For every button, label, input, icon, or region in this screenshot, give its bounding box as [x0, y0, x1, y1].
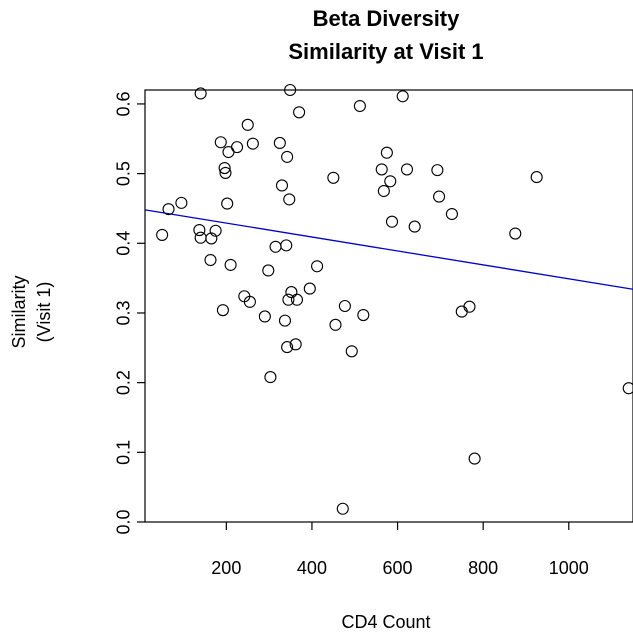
- x-tick-label: 600: [383, 558, 413, 578]
- data-point: [194, 231, 207, 244]
- x-tick-label: 200: [211, 558, 241, 578]
- data-point: [258, 310, 271, 323]
- data-point: [530, 171, 543, 184]
- data-point: [193, 224, 206, 237]
- data-point: [293, 106, 306, 119]
- data-point: [455, 305, 468, 318]
- y-tick-label: 0.4: [113, 231, 133, 256]
- data-point: [357, 309, 370, 322]
- y-tick-label: 0.3: [113, 300, 133, 325]
- data-point: [338, 299, 351, 313]
- x-axis-title: CD4 Count: [341, 612, 430, 632]
- data-point: [224, 258, 237, 271]
- y-tick-label: 0.1: [113, 440, 133, 465]
- data-point: [175, 196, 188, 209]
- data-point: [230, 141, 244, 154]
- data-point: [241, 118, 254, 131]
- data-point: [275, 179, 289, 192]
- data-point: [281, 341, 294, 354]
- data-point: [262, 264, 275, 277]
- data-point: [384, 175, 397, 188]
- data-point: [216, 304, 229, 317]
- data-point: [375, 163, 388, 176]
- data-point: [214, 136, 227, 149]
- data-point: [385, 215, 399, 228]
- regression-line: [144, 209, 633, 290]
- data-point: [622, 382, 633, 395]
- y-tick-label: 0.6: [113, 91, 133, 116]
- data-point: [303, 282, 316, 295]
- data-point: [194, 87, 207, 100]
- data-point: [463, 300, 476, 313]
- data-point: [468, 452, 481, 465]
- x-tick-label: 400: [297, 558, 327, 578]
- data-point: [509, 227, 522, 240]
- plot-area: [144, 89, 633, 523]
- x-tick-label: 1000: [549, 558, 589, 578]
- data-point: [380, 146, 393, 159]
- data-point: [431, 164, 444, 177]
- data-point: [273, 136, 286, 150]
- y-axis-title-line1: Similarity: [9, 275, 29, 348]
- data-point: [433, 190, 446, 203]
- x-axis: 200 400 600 800 1000: [211, 522, 589, 578]
- data-point: [162, 203, 175, 216]
- data-point: [284, 83, 297, 97]
- data-point: [336, 502, 349, 515]
- data-point: [269, 240, 282, 253]
- chart-subtitle: Similarity at Visit 1: [288, 39, 483, 64]
- data-point: [377, 184, 390, 198]
- data-point: [289, 338, 302, 351]
- data-point: [282, 293, 295, 306]
- data-point: [221, 197, 234, 210]
- data-point: [290, 293, 304, 306]
- y-axis: 0.0 0.1 0.2 0.3 0.4 0.5 0.6: [113, 91, 145, 535]
- data-point: [156, 228, 169, 241]
- data-point: [408, 220, 421, 233]
- data-point: [222, 145, 235, 159]
- data-point: [243, 295, 256, 308]
- data-point: [204, 253, 217, 267]
- data-point: [205, 232, 218, 245]
- x-tick-label: 800: [468, 558, 498, 578]
- data-point: [285, 286, 298, 299]
- data-point: [353, 99, 366, 113]
- chart-title: Beta Diversity: [313, 6, 461, 31]
- data-point: [281, 150, 294, 163]
- data-point: [311, 260, 324, 273]
- data-point: [283, 193, 296, 206]
- data-point: [218, 161, 231, 175]
- data-point: [329, 318, 342, 331]
- data-point: [400, 163, 414, 176]
- y-tick-label: 0.2: [113, 370, 133, 395]
- data-point: [445, 207, 458, 221]
- points-layer: [156, 83, 633, 515]
- data-point: [345, 345, 358, 358]
- y-tick-label: 0.5: [113, 161, 133, 186]
- data-point: [209, 224, 222, 237]
- y-tick-label: 0.0: [113, 509, 133, 534]
- y-axis-title-line2: (Visit 1): [34, 282, 54, 343]
- data-point: [280, 239, 293, 252]
- data-point: [219, 166, 232, 179]
- data-point: [278, 314, 292, 327]
- regression-layer: [144, 209, 633, 290]
- data-point: [396, 90, 409, 103]
- data-point: [264, 371, 277, 384]
- data-point: [327, 171, 340, 184]
- data-point: [246, 137, 259, 150]
